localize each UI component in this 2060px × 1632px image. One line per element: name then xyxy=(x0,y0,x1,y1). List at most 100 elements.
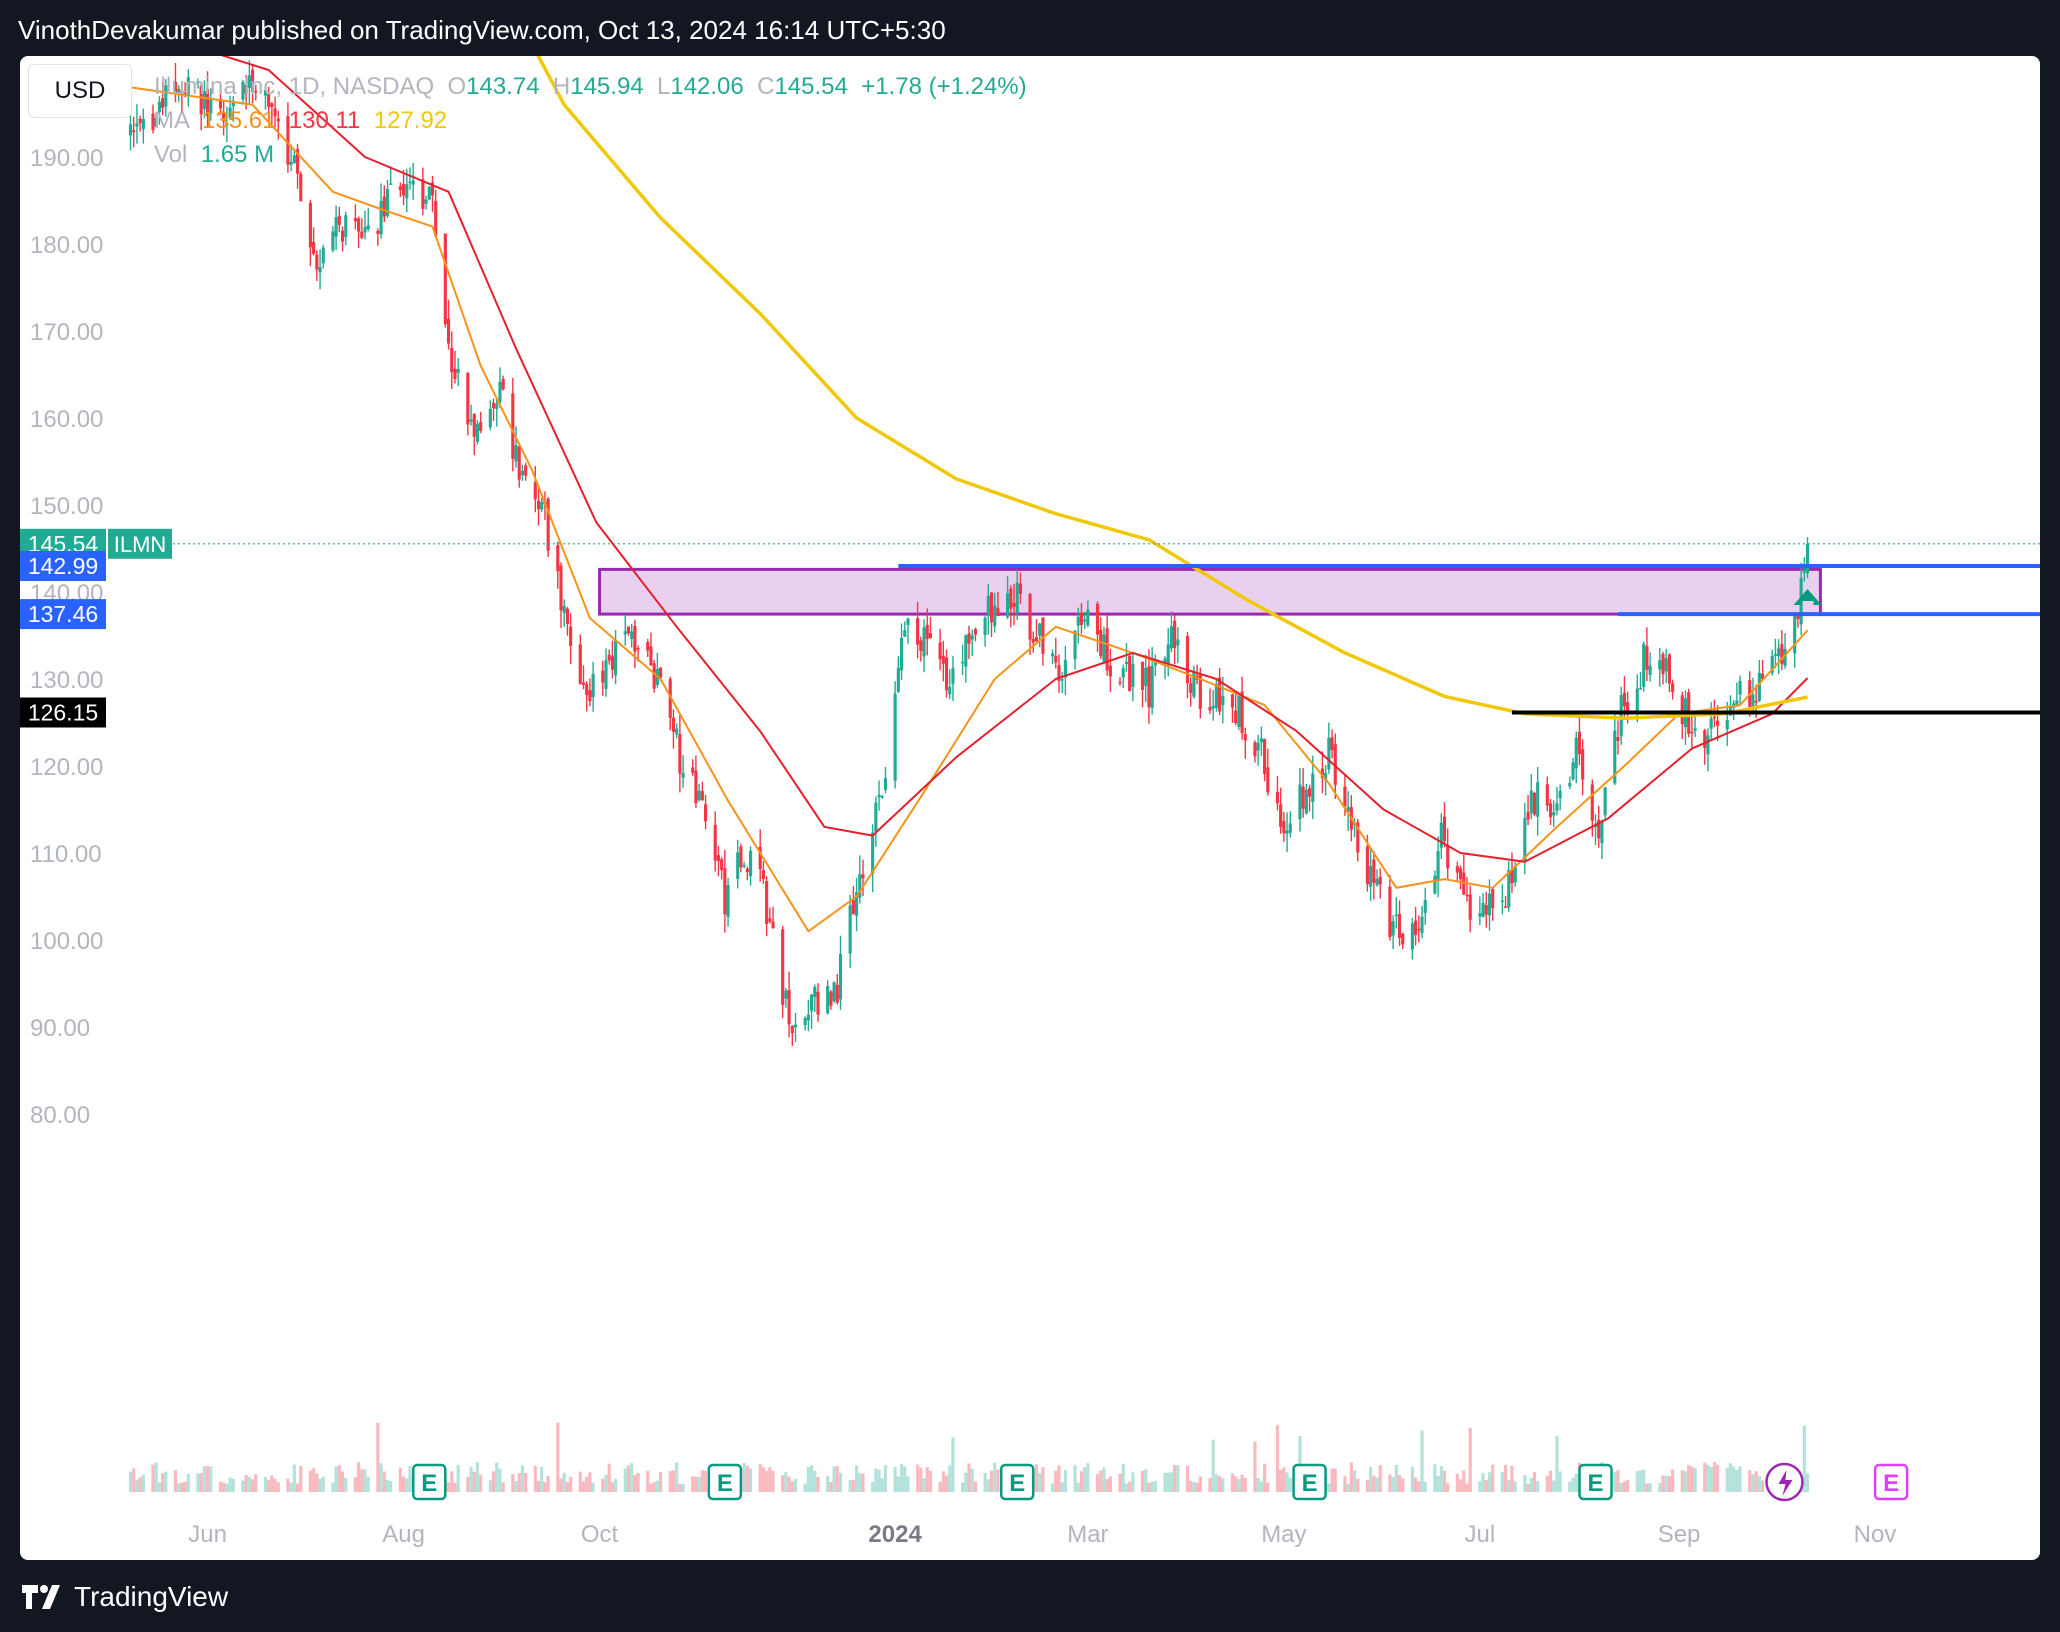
volume-bar xyxy=(983,1473,987,1492)
candle-body xyxy=(832,982,836,1002)
volume-bar xyxy=(1356,1478,1360,1492)
volume-bar xyxy=(1394,1465,1398,1492)
candle-body xyxy=(1536,782,1540,817)
candle-body xyxy=(520,470,525,476)
volume-bar xyxy=(228,1477,232,1492)
vol-label[interactable]: Vol xyxy=(154,141,188,168)
candle-body xyxy=(1574,737,1578,769)
candle-body xyxy=(382,196,386,217)
symbol-name[interactable]: Illumina Inc xyxy=(154,73,276,100)
volume-bar xyxy=(517,1473,521,1492)
volume-bar xyxy=(1532,1472,1537,1492)
interval[interactable]: 1D xyxy=(288,73,320,100)
volume-bar xyxy=(251,1479,255,1492)
candle-body xyxy=(132,130,136,133)
volume-bar xyxy=(247,1477,251,1492)
price-chart[interactable]: E E E E E E 80.00 90.00 100.00 110.00 120.00 130.0… xyxy=(20,56,2040,1560)
candle-body xyxy=(896,667,900,692)
volume-bar xyxy=(209,1466,213,1492)
volume-bar xyxy=(951,1437,955,1492)
volume-bar xyxy=(334,1466,338,1492)
candle-body xyxy=(652,663,656,689)
candle-body xyxy=(1793,615,1797,654)
candle-body xyxy=(626,626,631,634)
tradingview-logo[interactable]: TradingView xyxy=(22,1580,228,1614)
candle-body xyxy=(556,545,560,572)
x-tick-label: Jun xyxy=(188,1521,227,1548)
candle-body xyxy=(1507,869,1511,908)
candle-body xyxy=(1796,613,1800,620)
price-label: 137.46 xyxy=(20,599,106,630)
candle-body xyxy=(1240,691,1244,734)
candle-body xyxy=(723,868,727,915)
volume-bar xyxy=(585,1476,589,1492)
candle-body xyxy=(1783,648,1787,666)
candle-body xyxy=(540,501,544,510)
candle-body xyxy=(376,230,380,234)
earnings-marker: E xyxy=(412,1463,447,1501)
candle-body xyxy=(138,118,142,124)
volume-bar xyxy=(659,1472,663,1492)
volume-bar xyxy=(1346,1483,1350,1492)
volume-bar xyxy=(1706,1464,1710,1492)
volume-bar xyxy=(1102,1467,1106,1492)
volume-bar xyxy=(225,1483,229,1492)
candle-body xyxy=(559,565,563,611)
volume-bar xyxy=(1208,1478,1212,1492)
volume-bar xyxy=(1526,1483,1530,1492)
candle-body xyxy=(1510,869,1514,884)
candle-body xyxy=(1680,695,1684,725)
volume-bar xyxy=(479,1474,483,1492)
volume-bar xyxy=(1433,1464,1437,1492)
candle-body xyxy=(787,990,791,1025)
candle-body xyxy=(1414,920,1418,935)
candle-body xyxy=(623,631,627,635)
volume-bar xyxy=(874,1468,878,1492)
volume-bar xyxy=(154,1462,158,1492)
volume-bar xyxy=(562,1472,566,1492)
candle-body xyxy=(199,85,203,115)
volume-bar xyxy=(164,1471,168,1492)
volume-bar xyxy=(1375,1477,1379,1492)
volume-bar xyxy=(1725,1467,1729,1492)
volume-bar xyxy=(1664,1475,1668,1492)
volume-bar xyxy=(652,1482,656,1492)
candle-body xyxy=(1622,692,1626,707)
earnings-marker: E xyxy=(707,1463,743,1501)
candle-body xyxy=(1333,744,1337,785)
volume-bar xyxy=(668,1471,672,1492)
volume-bar xyxy=(1234,1476,1238,1492)
candle-body xyxy=(1667,654,1671,684)
volume-bar xyxy=(1333,1468,1337,1492)
volume-bar xyxy=(337,1465,341,1492)
volume-bar xyxy=(1153,1480,1157,1492)
candle-body xyxy=(1491,888,1495,909)
ma-label[interactable]: MA xyxy=(154,107,189,134)
volume-bar xyxy=(151,1464,155,1492)
candle-body xyxy=(1327,737,1331,770)
y-tick-label: 90.00 xyxy=(30,1015,90,1042)
volume-bar xyxy=(871,1481,875,1492)
candle-body xyxy=(411,180,415,185)
chart-frame[interactable]: E E E E E E 80.00 90.00 100.00 110.00 120.00 130.0… xyxy=(20,56,2040,1560)
currency-button[interactable]: USD xyxy=(28,64,132,118)
volume-bar xyxy=(543,1482,547,1492)
candle-body xyxy=(251,69,255,93)
candle-body xyxy=(938,642,942,660)
candle-body xyxy=(916,618,920,645)
candle-body xyxy=(1308,788,1312,797)
candle-body xyxy=(671,717,676,732)
volume-bar xyxy=(1192,1481,1196,1492)
candle-body xyxy=(1500,900,1504,903)
volume-bar xyxy=(1041,1467,1045,1492)
volume-bar xyxy=(466,1476,470,1492)
candle-body xyxy=(1735,700,1739,705)
candle-body xyxy=(1571,762,1575,780)
price-label-bg xyxy=(20,697,106,728)
volume-bar xyxy=(986,1479,990,1492)
volume-bar xyxy=(1459,1479,1463,1492)
volume-bar xyxy=(254,1474,258,1492)
volume-bar xyxy=(1050,1483,1055,1492)
volume-bar xyxy=(1378,1465,1382,1492)
volume-bar xyxy=(524,1472,528,1492)
